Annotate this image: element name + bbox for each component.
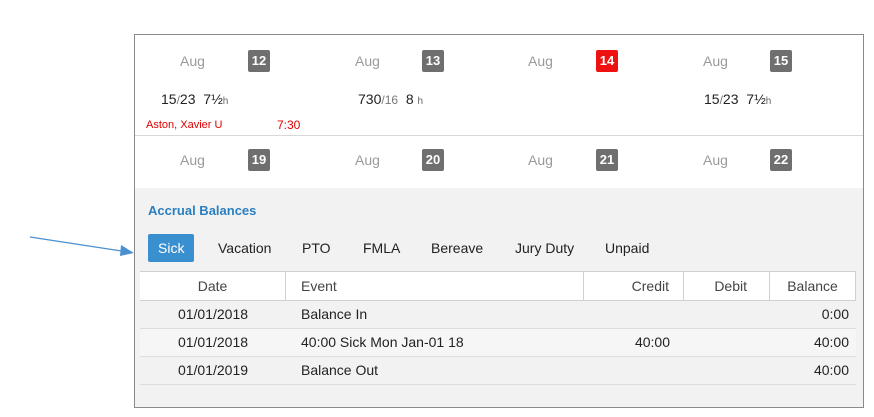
day-month: Aug — [355, 152, 380, 168]
cell-balance: 40:00 — [813, 362, 849, 378]
day-month: Aug — [528, 152, 553, 168]
cell-date: 01/01/2018 — [177, 334, 249, 350]
cell-credit — [584, 357, 670, 384]
column-header-balance[interactable]: Balance — [770, 272, 856, 301]
shift-sep: / — [381, 93, 385, 107]
shift-start: 730 — [358, 91, 382, 107]
tab-jury-duty[interactable]: Jury Duty — [515, 240, 575, 256]
tab-fmla[interactable]: FMLA — [363, 240, 401, 256]
tab-unpaid[interactable]: Unpaid — [605, 240, 650, 256]
cell-debit — [684, 301, 762, 328]
cell-debit — [684, 357, 762, 384]
shift-start: 15 — [161, 91, 177, 107]
shift-sep: / — [176, 93, 180, 107]
pointer-arrow-icon — [29, 236, 134, 256]
column-header-date[interactable]: Date — [140, 272, 286, 301]
shift-hours: 7½ — [746, 91, 766, 107]
week-divider — [135, 135, 863, 136]
day-month: Aug — [180, 53, 205, 69]
day-number: 22 — [770, 149, 792, 171]
shift-end: 23 — [179, 91, 196, 107]
shift-hours-unit: h — [765, 96, 772, 107]
employee-name[interactable]: Aston, Xavier U — [146, 119, 223, 131]
tab-pto[interactable]: PTO — [302, 240, 331, 256]
tab-vacation[interactable]: Vacation — [218, 240, 272, 256]
day-number: 13 — [422, 50, 444, 72]
schedule-panel: Aug 12 Aug 13 Aug 14 Aug 15 15/23 7½h 73… — [134, 34, 864, 408]
cell-balance: 0:00 — [821, 306, 849, 322]
cell-balance: 40:00 — [813, 334, 849, 350]
day-month: Aug — [528, 53, 553, 69]
shift-hours-unit: h — [417, 96, 424, 107]
cell-date: 01/01/2019 — [177, 362, 249, 378]
table-row[interactable]: 01/01/2018 40:00 Sick Mon Jan-01 18 40:0… — [140, 329, 856, 357]
day-number-today: 14 — [596, 50, 618, 72]
shift-start: 15 — [704, 91, 720, 107]
shift-entry[interactable]: 15/23 7½h — [161, 91, 228, 107]
day-number: 15 — [770, 50, 792, 72]
accrual-title: Accrual Balances — [148, 203, 257, 218]
column-header-credit[interactable]: Credit — [584, 272, 684, 301]
shift-hours-unit: h — [222, 96, 229, 107]
accrual-balances-panel: Accrual Balances Sick Vacation PTO FMLA … — [135, 188, 863, 407]
cell-event: Balance In — [301, 306, 368, 322]
tab-bereave[interactable]: Bereave — [431, 240, 484, 256]
column-header-debit[interactable]: Debit — [684, 272, 770, 301]
shift-hours: 7½ — [203, 91, 223, 107]
cell-debit — [684, 329, 762, 356]
cell-date: 01/01/2018 — [177, 306, 249, 322]
cell-event: Balance Out — [301, 362, 379, 378]
day-month: Aug — [355, 53, 380, 69]
cell-event: 40:00 Sick Mon Jan-01 18 — [301, 334, 464, 350]
shift-sep: / — [719, 93, 723, 107]
day-number: 20 — [422, 149, 444, 171]
shift-entry[interactable]: 730/16 8 h — [358, 91, 423, 107]
day-number: 19 — [248, 149, 270, 171]
day-month: Aug — [703, 53, 728, 69]
table-row[interactable]: 01/01/2019 Balance Out 40:00 — [140, 357, 856, 385]
shift-end: 16 — [384, 93, 399, 107]
shift-hours: 8 — [405, 91, 414, 107]
table-row[interactable]: 01/01/2018 Balance In 0:00 — [140, 301, 856, 329]
employee-time: 7:30 — [277, 118, 301, 132]
day-number: 21 — [596, 149, 618, 171]
day-number: 12 — [248, 50, 270, 72]
shift-entry[interactable]: 15/23 7½h — [704, 91, 771, 107]
cell-credit: 40:00 — [634, 334, 670, 350]
cell-credit — [584, 301, 670, 328]
day-month: Aug — [180, 152, 205, 168]
column-header-event[interactable]: Event — [286, 272, 584, 301]
shift-end: 23 — [722, 91, 739, 107]
day-month: Aug — [703, 152, 728, 168]
tab-sick[interactable]: Sick — [148, 234, 195, 262]
table-header: Date Event Credit Debit Balance — [140, 271, 856, 301]
